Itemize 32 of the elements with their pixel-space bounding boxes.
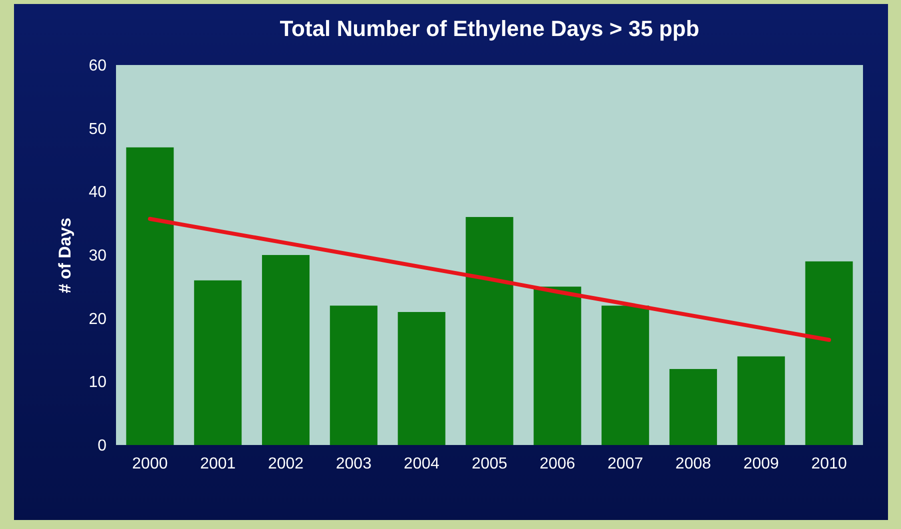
x-tick-label: 2000 xyxy=(132,456,168,472)
x-tick-label: 2005 xyxy=(472,456,508,472)
bar xyxy=(669,369,717,445)
y-tick-label: 10 xyxy=(88,374,107,392)
x-tick-label: 2006 xyxy=(540,456,576,472)
line-series xyxy=(148,216,832,342)
bar xyxy=(330,306,378,445)
y-tick-label: 30 xyxy=(88,248,107,264)
bar xyxy=(262,255,310,445)
bar xyxy=(534,286,582,445)
y-tick-label: 60 xyxy=(88,58,107,74)
bar xyxy=(737,356,785,445)
x-tick-label: 2008 xyxy=(675,456,712,472)
bar xyxy=(126,147,174,445)
x-tick-label: 2010 xyxy=(811,456,847,472)
x-tick-label: 2009 xyxy=(743,456,780,472)
x-tick-label: 2003 xyxy=(336,456,372,472)
y-tick-label: 20 xyxy=(88,310,107,328)
x-tick-label: 2002 xyxy=(268,456,304,472)
x-tick-label: 2001 xyxy=(200,456,236,472)
y-tick-label: 40 xyxy=(88,184,107,202)
y-axis-title: # of Days xyxy=(56,218,75,294)
x-tick-label: 2007 xyxy=(608,456,644,472)
bar xyxy=(194,280,242,445)
x-tick-label: 2004 xyxy=(404,456,440,472)
y-tick-label: 0 xyxy=(98,438,107,454)
bar xyxy=(805,261,853,445)
bar xyxy=(398,312,446,445)
bar xyxy=(602,306,650,445)
chart-title: Total Number of Ethylene Days > 35 ppb xyxy=(280,16,700,41)
bar xyxy=(466,217,514,445)
y-tick-label: 50 xyxy=(88,120,107,138)
